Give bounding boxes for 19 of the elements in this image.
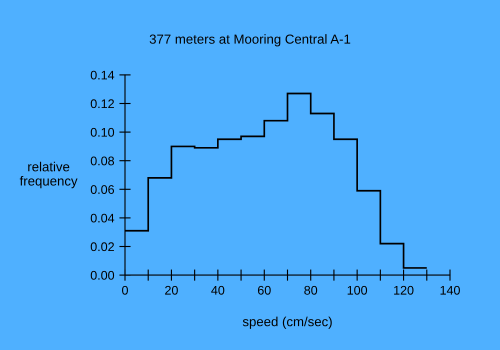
y-tick-label: 0.08 [90, 156, 114, 166]
x-axis-title: speed (cm/sec) [242, 316, 332, 329]
y-tick-label: 0.14 [90, 70, 114, 80]
y-tick-label: 0.12 [90, 99, 114, 108]
y-axis-title: relative frequency [20, 162, 78, 188]
y-tick-label: 0.06 [90, 185, 114, 194]
x-tick-label: 20 [165, 286, 178, 295]
chart-title: 377 meters at Mooring Central A-1 [150, 34, 350, 46]
y-tick-label: 0.00 [90, 270, 114, 280]
x-tick-label: 140 [440, 286, 460, 295]
x-tick-label: 60 [258, 286, 271, 295]
y-tick-label: 0.02 [90, 242, 114, 252]
x-tick-label: 40 [211, 286, 224, 295]
y-tick-label: 0.04 [90, 214, 114, 223]
x-tick-label: 120 [394, 286, 414, 295]
x-tick-label: 0 [122, 286, 128, 295]
y-tick-label: 0.10 [90, 128, 114, 137]
x-tick-label: 100 [348, 286, 368, 295]
x-tick-label: 80 [304, 286, 318, 295]
